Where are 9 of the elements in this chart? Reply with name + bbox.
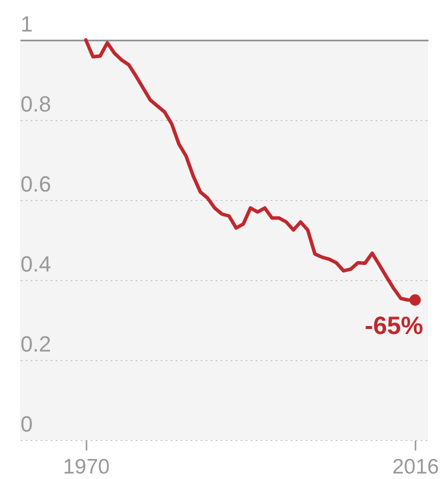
y-tick-label: 0.6 — [20, 172, 52, 196]
y-tick-label: 0.8 — [20, 92, 52, 116]
x-tick-label: 1970 — [62, 456, 110, 478]
annotation: -65% — [364, 312, 424, 340]
y-tick-label: 0.2 — [20, 332, 52, 356]
x-tick-label: 2016 — [392, 456, 439, 478]
y-tick-label: 0 — [20, 412, 33, 436]
y-tick-label: 1 — [20, 12, 33, 36]
y-tick-label: 0.4 — [20, 252, 52, 276]
